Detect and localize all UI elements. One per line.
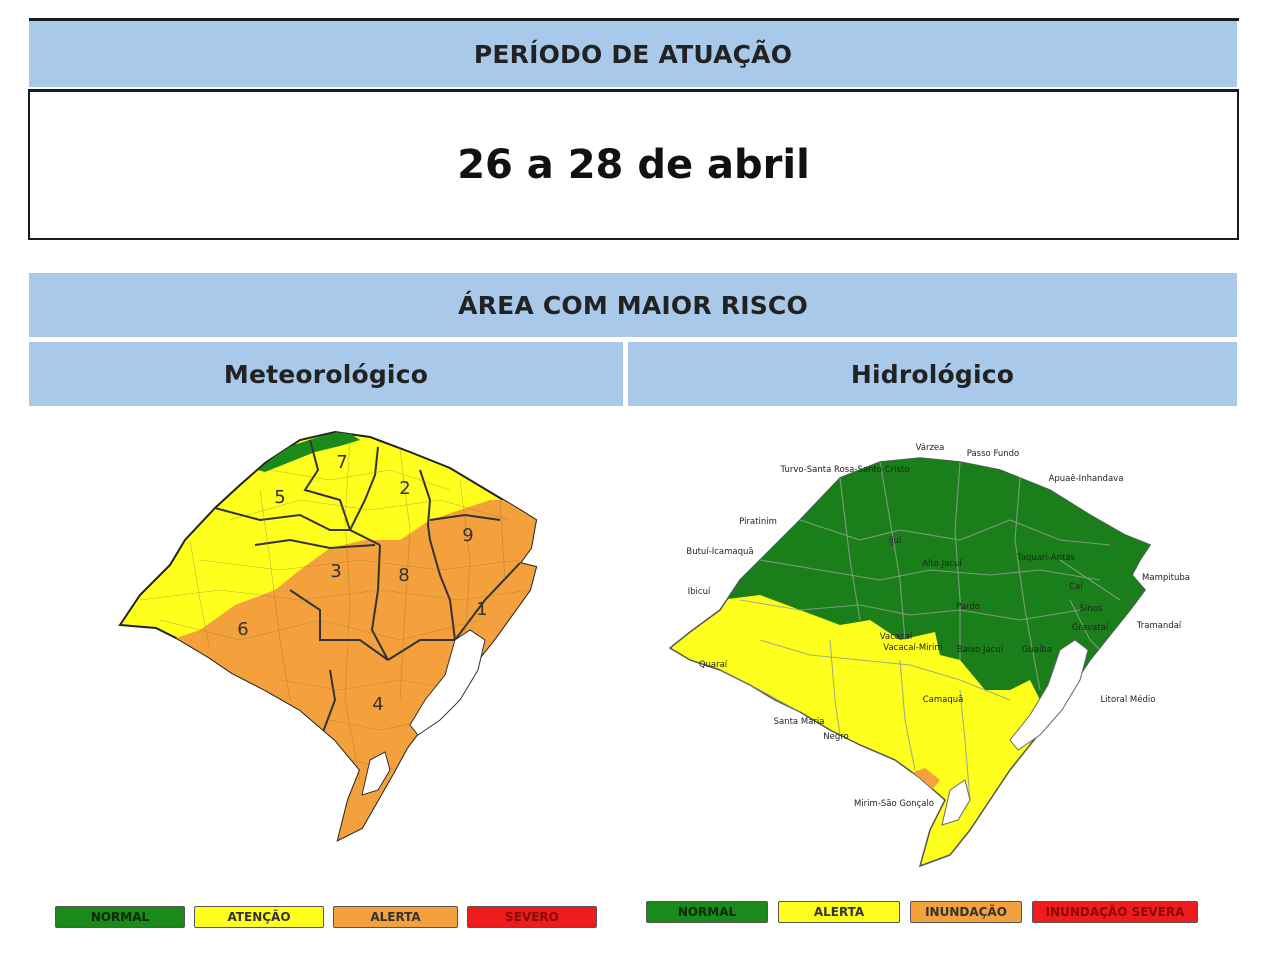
region-number-9: 9 [462, 525, 473, 546]
region-number-2: 2 [399, 478, 410, 499]
hidro-map: Várzea Passo Fundo Turvo-Santa Rosa-Sant… [668, 443, 1190, 868]
basin-vacacai: Vacacaí [880, 632, 913, 642]
legend-atencao-label: ATENÇÃO [227, 910, 291, 924]
region-number-4: 4 [372, 694, 383, 715]
basin-ibicui: Ibicuí [688, 587, 711, 597]
meteo-map: 7 2 5 9 3 8 1 6 4 [118, 430, 538, 842]
legend-hidro-alerta-label: ALERTA [813, 905, 865, 919]
normal-area [258, 432, 360, 472]
basin-vacacai-mirim: Vacacaí-Mirim [883, 643, 942, 653]
lagoa-dos-patos [409, 629, 486, 736]
legend-hidro-alerta: ALERTA [778, 901, 900, 923]
basin-apuae: Apuaê-Inhandava [1049, 473, 1124, 484]
region-number-labels: 7 2 5 9 3 8 1 6 4 [237, 452, 487, 715]
region-borders [214, 439, 521, 741]
periodo-header: PERÍODO DE ATUAÇÃO [29, 21, 1237, 87]
region-number-1: 1 [476, 599, 487, 620]
meteo-legend: NORMAL ATENÇÃO ALERTA SEVERO [55, 906, 597, 928]
legend-severo: SEVERO [467, 906, 597, 928]
basin-camaqua: Camaquã [923, 695, 964, 705]
meteo-title: Meteorológico [223, 359, 429, 389]
region-number-6: 6 [237, 619, 248, 640]
meteo-header: Meteorológico [29, 342, 623, 406]
top-divider [29, 18, 1239, 21]
basin-santa-maria: Santa Maria [774, 717, 825, 727]
municipal-lines [139, 439, 531, 781]
legend-hidro-normal: NORMAL [646, 901, 768, 923]
legend-inundacao-severa-label: INUNDAÇÃO SEVERA [1045, 905, 1185, 919]
basin-cai: Caí [1069, 582, 1083, 592]
alerta-area [120, 500, 536, 840]
legend-alerta: ALERTA [333, 906, 458, 928]
legend-normal: NORMAL [55, 906, 185, 928]
basin-turvo: Turvo-Santa Rosa-Santo Cristo [780, 465, 910, 475]
region-number-3: 3 [330, 561, 341, 582]
area-header: ÁREA COM MAIOR RISCO [29, 273, 1237, 337]
region-number-5: 5 [274, 487, 285, 508]
basin-mampituba: Mampituba [1142, 573, 1190, 583]
region-number-8: 8 [398, 565, 409, 586]
hidro-lagoa-dos-patos [1009, 639, 1089, 751]
basin-litoral-medio: Litoral Médio [1101, 694, 1156, 705]
legend-inundacao-label: INUNDAÇÃO [925, 905, 1007, 919]
periodo-box: 26 a 28 de abril [28, 89, 1239, 240]
basin-quarai: Quaraí [699, 660, 728, 670]
basin-taquari: Taquari-Antas [1016, 553, 1075, 563]
basin-ijui: Ijuí [889, 536, 902, 546]
basin-alto-jacui: Alto Jacuí [922, 559, 962, 569]
lagoa-mirim [361, 751, 391, 796]
basin-gravatai: Gravataí [1072, 623, 1109, 633]
basin-butui: Butuí-Icamaquã [686, 547, 753, 557]
basin-baixo-jacui: Baixo Jacuí [957, 645, 1004, 655]
legend-inundacao-severa: INUNDAÇÃO SEVERA [1032, 901, 1198, 923]
legend-normal-label: NORMAL [90, 910, 150, 924]
hidro-lagoa-mirim [941, 779, 971, 826]
legend-severo-label: SEVERO [505, 910, 559, 924]
legend-inundacao: INUNDAÇÃO [910, 901, 1022, 923]
periodo-title: PERÍODO DE ATUAÇÃO [473, 39, 793, 69]
basin-piratinim: Piratinim [739, 517, 777, 527]
legend-hidro-normal-label: NORMAL [677, 905, 737, 919]
basin-varzea: Várzea [916, 443, 945, 453]
legend-atencao: ATENÇÃO [194, 906, 324, 928]
basin-mirim-sao-goncalo: Mirim-São Gonçalo [854, 799, 934, 809]
basin-sinos: Sinos [1080, 604, 1103, 614]
hidro-legend: NORMAL ALERTA INUNDAÇÃO INUNDAÇÃO SEVERA [646, 901, 1198, 923]
basin-borders [719, 461, 1121, 801]
hidro-title: Hidrológico [850, 359, 1015, 389]
basin-tramandai: Tramandaí [1136, 621, 1182, 631]
basin-labels: Várzea Passo Fundo Turvo-Santa Rosa-Sant… [686, 443, 1190, 809]
periodo-value: 26 a 28 de abril [457, 142, 810, 188]
hidro-header: Hidrológico [628, 342, 1237, 406]
basin-negro: Negro [823, 732, 849, 742]
basin-guaiba: Guaíba [1022, 645, 1052, 655]
basin-pardo: Pardo [956, 602, 980, 612]
area-title: ÁREA COM MAIOR RISCO [458, 290, 808, 320]
legend-alerta-label: ALERTA [370, 910, 421, 924]
basin-passo-fundo: Passo Fundo [967, 449, 1020, 459]
region-number-7: 7 [336, 452, 347, 473]
